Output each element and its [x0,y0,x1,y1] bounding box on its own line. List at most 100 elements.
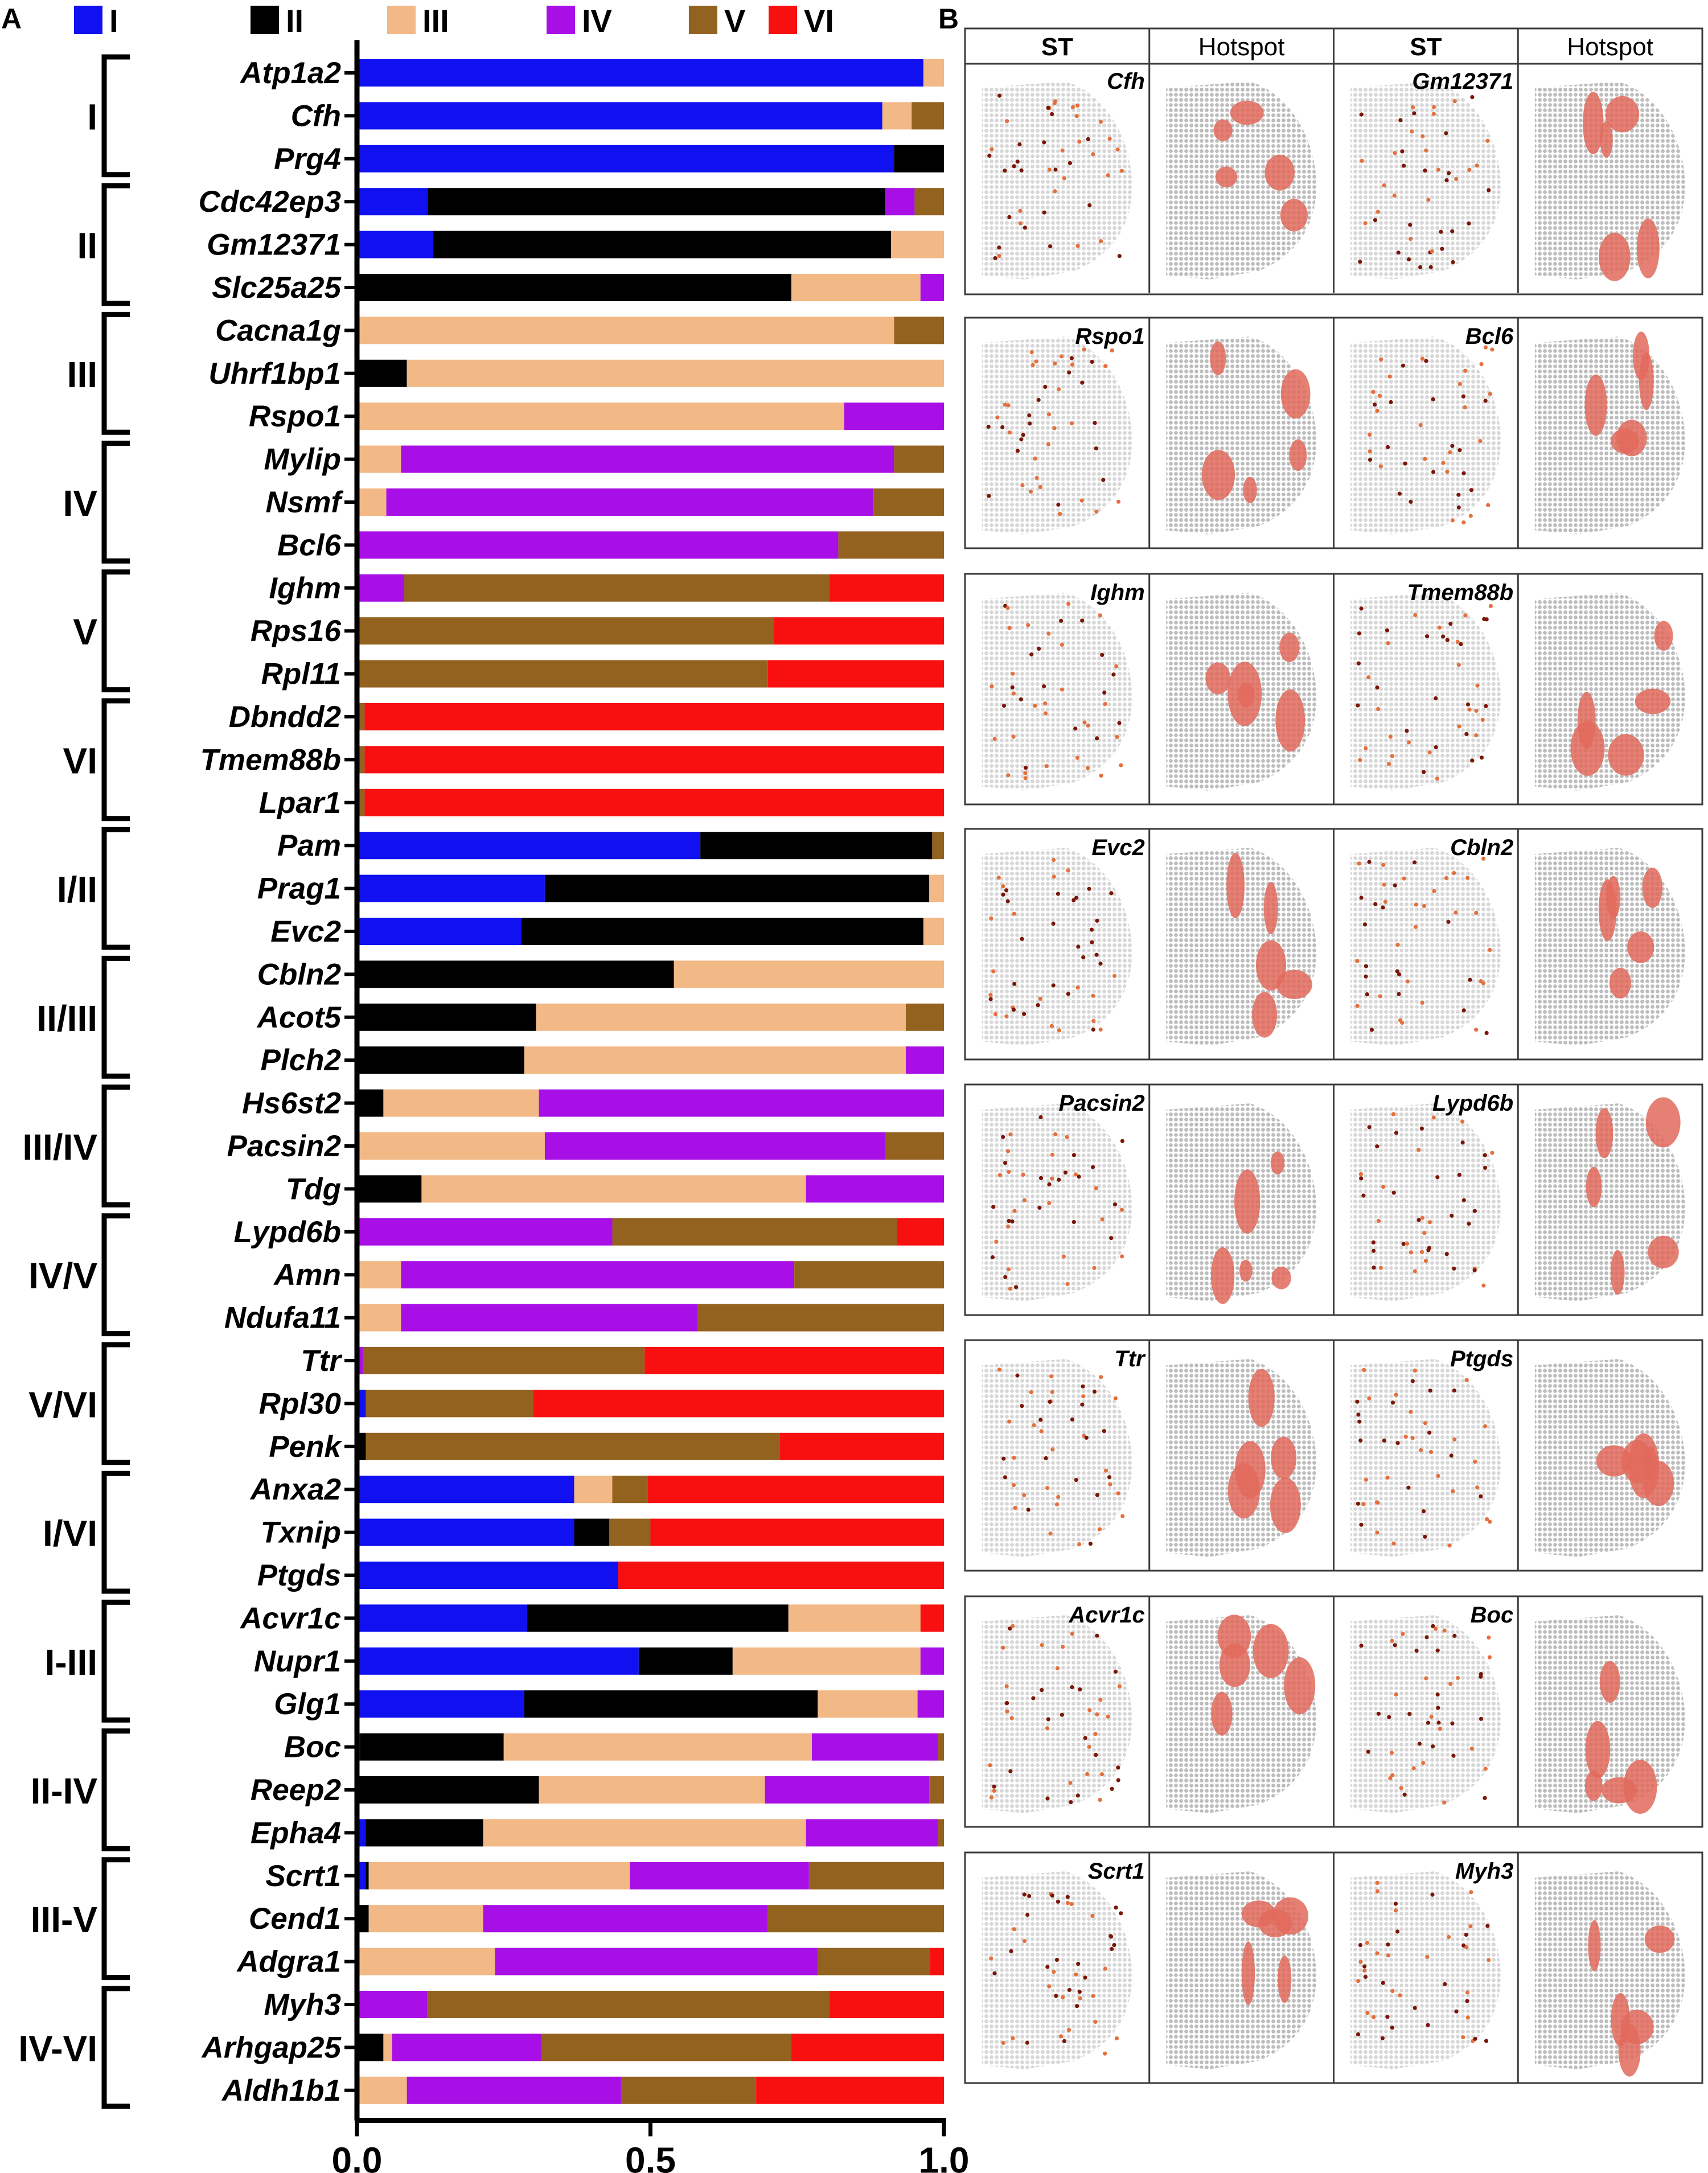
expression-spot [1001,1456,1006,1461]
gene-label: Aldh1b1 [221,2074,341,2108]
expression-spot [1357,631,1362,636]
hotspot-region [1271,1267,1291,1289]
expression-spot [1387,374,1392,379]
expression-spot [1488,603,1493,609]
expression-spot [1040,1688,1044,1693]
expression-spot [1085,766,1090,770]
expression-spot [1447,171,1451,175]
hotspot-region [1621,1440,1653,1484]
gene-label: Hs6st2 [242,1087,341,1120]
expression-spot [1005,1149,1011,1153]
bar-amn-iii [357,1261,401,1289]
st-tissue-section [1350,848,1501,1046]
group-bracket [101,441,130,564]
expression-spot [1437,625,1442,630]
expression-spot [1038,1418,1043,1422]
expression-spot [1389,1751,1394,1755]
bar-evc2-i [357,918,522,945]
expression-spot [1361,1502,1366,1506]
bar-rpl11-vi [767,660,944,688]
expression-spot [988,993,993,997]
expression-spot [990,1255,995,1260]
spatial-row: Evc2 Cbln2 [964,828,1703,1061]
hotspot-region [1226,853,1245,919]
expression-spot [1410,129,1414,134]
expression-spot [1444,131,1448,135]
bar-acot5-v [905,1003,944,1031]
expression-spot [1114,1905,1118,1910]
expression-spot [1452,99,1457,104]
expression-spot [997,1367,1002,1372]
expression-spot [1095,918,1099,923]
expression-spot [1095,1633,1099,1638]
expression-spot [1090,360,1094,364]
expression-spot [1362,1968,1367,1973]
expression-spot [1083,1736,1087,1740]
expression-spot [1468,977,1472,982]
expression-spot [1419,1126,1424,1131]
expression-spot [1410,1436,1415,1440]
expression-spot [1048,1399,1052,1404]
bar-ttr-vi [644,1347,944,1374]
hotspot-region [1252,992,1278,1038]
gene-label: Glg1 [274,1687,341,1721]
expression-spot [1413,613,1418,618]
expression-spot [1011,671,1015,676]
expression-spot [1085,1772,1090,1776]
gene-label: Slc25a25 [212,271,342,305]
expression-spot [1098,1698,1103,1702]
expression-spot [1025,1912,1030,1917]
expression-spot [1444,178,1449,183]
hotspot-region [1627,931,1654,963]
bar-anxa2-i [357,1476,574,1504]
hotspot-region [1586,1166,1602,1207]
expression-spot [1007,430,1012,435]
expression-spot [1107,137,1112,141]
expression-spot [1012,981,1017,986]
gene-label: Ighm [269,572,341,605]
expression-spot [1009,1716,1014,1720]
expression-spot [1376,1711,1381,1716]
expression-spot [1074,1478,1078,1482]
hotspot-region [1213,119,1233,141]
expression-spot [1419,1250,1424,1254]
group-label: I/VI [43,1513,97,1554]
expression-spot [1001,892,1005,897]
expression-spot [1378,464,1383,469]
bar-aldh1b1-iii [357,2076,407,2104]
legend-label-ii: II [286,3,303,39]
group-bracket [101,54,130,178]
expression-spot [1414,1648,1419,1653]
gene-label: Atp1a2 [239,56,341,90]
expression-spot [1444,876,1449,880]
expression-spot [1023,776,1028,781]
hotspot-region [1606,876,1621,919]
gene-label: Scrt1 [265,1859,341,1893]
expression-spot [1401,1242,1406,1246]
expression-spot [1067,1987,1071,1993]
expression-spot [993,1012,998,1016]
hotspot-region [1643,1461,1674,1506]
expression-spot [1445,638,1450,642]
gene-label: Cend1 [249,1902,341,1936]
expression-spot [1402,876,1406,881]
expression-spot [1011,1483,1016,1488]
expression-spot [1066,992,1070,996]
expression-spot [1038,1115,1043,1120]
expression-spot [1107,1475,1112,1480]
expression-spot [1391,1112,1396,1116]
expression-spot [1479,755,1484,760]
tile-gene-label: Cfh [1107,69,1145,94]
expression-spot [1363,221,1368,225]
expression-spot [1488,392,1492,396]
expression-spot [1117,254,1122,258]
hotspot-region [1609,967,1631,999]
expression-spot [1474,733,1479,738]
expression-spot [1465,1990,1469,1995]
expression-spot [1431,397,1435,402]
expression-spot [1120,1254,1124,1259]
expression-spot [1457,724,1461,729]
gene-label: Penk [269,1430,342,1464]
expression-spot [987,494,991,498]
expression-spot [1098,613,1102,618]
